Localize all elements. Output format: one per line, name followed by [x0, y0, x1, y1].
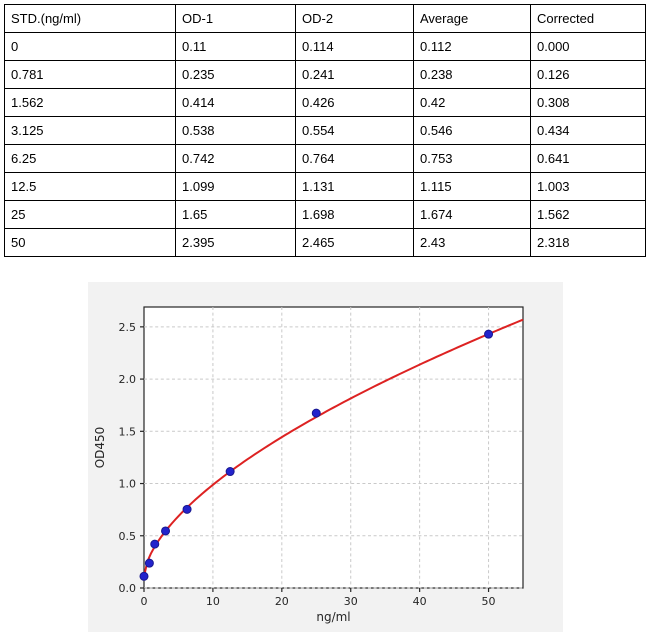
standard-curve-figure: 0 10 20 30 40 50 0.0 0.5 1.0 1.5 2.0 2.5 ng/ml OD450: [88, 282, 563, 632]
x-tick-label: 10: [206, 595, 220, 608]
table-cell: 1.099: [175, 172, 296, 201]
x-axis-label: ng/ml: [316, 610, 350, 624]
table-cell: 1.698: [295, 200, 414, 229]
table-cell: 2.43: [413, 228, 531, 257]
col-header-od1: OD-1: [175, 4, 296, 33]
col-header-std: STD.(ng/ml): [4, 4, 176, 33]
table-cell: 1.562: [4, 88, 176, 117]
table-cell: 0.538: [175, 116, 296, 145]
table-row: 25 1.65 1.698 1.674 1.562: [4, 200, 646, 229]
table-row: 50 2.395 2.465 2.43 2.318: [4, 228, 646, 257]
table-cell: 0.641: [530, 144, 646, 173]
table-cell: 0.114: [295, 32, 414, 61]
table-row: 1.562 0.414 0.426 0.42 0.308: [4, 88, 646, 117]
data-point: [161, 526, 171, 536]
col-header-od2: OD-2: [295, 4, 414, 33]
table-cell: 0.238: [413, 60, 531, 89]
table-cell: 0.241: [295, 60, 414, 89]
table-cell: 0.235: [175, 60, 296, 89]
table-body: 0 0.11 0.114 0.112 0.000 0.781 0.235 0.241 0.238…: [4, 32, 646, 257]
table-cell: 2.318: [530, 228, 646, 257]
table-cell: 0.753: [413, 144, 531, 173]
table-cell: 0.434: [530, 116, 646, 145]
y-axis-label: OD450: [93, 427, 107, 469]
standards-table: STD.(ng/ml) OD-1 OD-2 Average Corrected …: [4, 4, 646, 257]
table-cell: 0.426: [295, 88, 414, 117]
data-point: [182, 504, 192, 514]
data-point: [311, 408, 321, 418]
table-cell: 3.125: [4, 116, 176, 145]
table-cell: 0.000: [530, 32, 646, 61]
table-cell: 50: [4, 228, 176, 257]
col-header-corrected: Corrected: [530, 4, 646, 33]
table-cell: 0.764: [295, 144, 414, 173]
x-tick-label: 20: [275, 595, 289, 608]
y-tick-label: 2.0: [119, 373, 137, 386]
table-cell: 0.112: [413, 32, 531, 61]
table-cell: 25: [4, 200, 176, 229]
x-tick-label: 40: [413, 595, 427, 608]
table-cell: 6.25: [4, 144, 176, 173]
data-point: [144, 558, 154, 568]
data-point: [225, 467, 235, 477]
data-point: [139, 571, 149, 581]
table-cell: 0: [4, 32, 176, 61]
table-cell: 0.554: [295, 116, 414, 145]
table-cell: 1.65: [175, 200, 296, 229]
table-cell: 0.414: [175, 88, 296, 117]
table-cell: 0.308: [530, 88, 646, 117]
table-cell: 1.115: [413, 172, 531, 201]
fitted-curve: [143, 318, 524, 577]
table-row: 0.781 0.235 0.241 0.238 0.126: [4, 60, 646, 89]
table-cell: 12.5: [4, 172, 176, 201]
data-point: [150, 539, 160, 549]
table-cell: 1.562: [530, 200, 646, 229]
col-header-average: Average: [413, 4, 531, 33]
y-tick-label: 0.0: [119, 582, 137, 595]
x-tick-label: 0: [141, 595, 148, 608]
table-cell: 1.003: [530, 172, 646, 201]
table-header-row: STD.(ng/ml) OD-1 OD-2 Average Corrected: [4, 4, 646, 33]
y-tick-label: 1.5: [119, 425, 137, 438]
y-tick-label: 1.0: [119, 478, 137, 491]
table-cell: 2.395: [175, 228, 296, 257]
standard-curve-chart: 0 10 20 30 40 50 0.0 0.5 1.0 1.5 2.0 2.5 ng/ml OD450: [88, 282, 563, 632]
table-row: 12.5 1.099 1.131 1.115 1.003: [4, 172, 646, 201]
table-cell: 1.674: [413, 200, 531, 229]
table-row: 0 0.11 0.114 0.112 0.000: [4, 32, 646, 61]
table-cell: 0.742: [175, 144, 296, 173]
table-cell: 0.126: [530, 60, 646, 89]
x-tick-label: 30: [344, 595, 358, 608]
table-cell: 0.42: [413, 88, 531, 117]
y-tick-label: 2.5: [119, 321, 137, 334]
table-cell: 2.465: [295, 228, 414, 257]
plot-area: [143, 306, 524, 589]
table-cell: 0.781: [4, 60, 176, 89]
table-row: 3.125 0.538 0.554 0.546 0.434: [4, 116, 646, 145]
x-tick-label: 50: [482, 595, 496, 608]
table-row: 6.25 0.742 0.764 0.753 0.641: [4, 144, 646, 173]
table-cell: 0.11: [175, 32, 296, 61]
data-point: [484, 329, 494, 339]
y-tick-label: 0.5: [119, 530, 137, 543]
table-cell: 1.131: [295, 172, 414, 201]
table-cell: 0.546: [413, 116, 531, 145]
